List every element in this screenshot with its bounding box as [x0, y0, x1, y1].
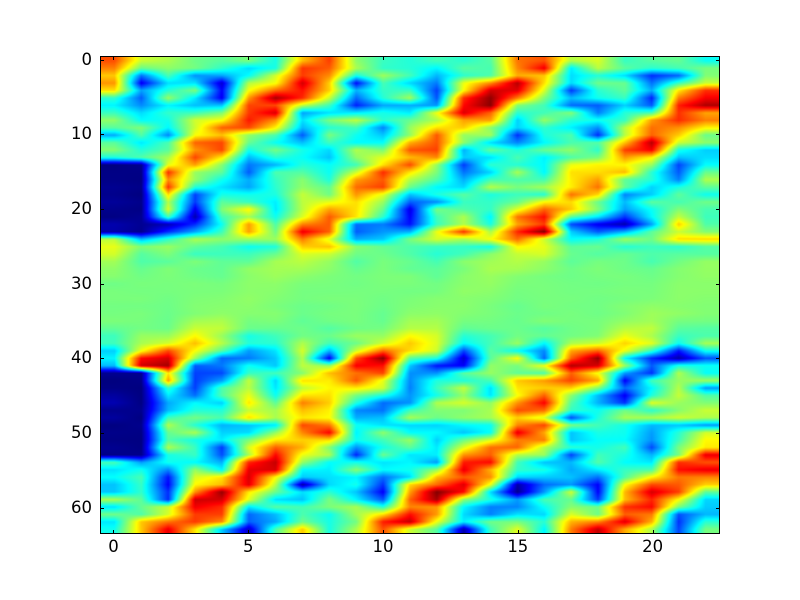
y-tick-mark — [716, 134, 720, 136]
x-tick-mark — [113, 530, 115, 534]
y-tick-mark — [100, 507, 104, 509]
y-tick-mark — [100, 283, 104, 285]
x-tick-label: 10 — [372, 537, 394, 556]
y-tick-mark — [716, 59, 720, 61]
y-tick-mark — [100, 209, 104, 211]
x-tick-label: 5 — [243, 537, 254, 556]
y-tick-mark — [100, 358, 104, 360]
x-tick-mark — [517, 56, 519, 60]
y-tick-label: 30 — [71, 273, 92, 293]
x-tick-mark — [652, 530, 654, 534]
x-tick-label: 0 — [108, 537, 119, 556]
y-tick-mark — [100, 59, 104, 61]
y-tick-label: 10 — [71, 124, 92, 144]
x-tick-mark — [652, 56, 654, 60]
y-tick-mark — [716, 358, 720, 360]
x-tick-label: 20 — [642, 537, 664, 556]
y-tick-mark — [716, 507, 720, 509]
y-tick-mark — [716, 209, 720, 211]
y-tick-mark — [100, 433, 104, 435]
y-tick-mark — [716, 283, 720, 285]
x-tick-mark — [383, 56, 385, 60]
y-tick-mark — [100, 134, 104, 136]
y-tick-label: 40 — [71, 348, 92, 368]
heatmap-image[interactable] — [101, 57, 719, 533]
x-tick-mark — [248, 56, 250, 60]
x-tick-mark — [248, 530, 250, 534]
x-tick-mark — [383, 530, 385, 534]
x-tick-mark — [517, 530, 519, 534]
x-tick-mark — [113, 56, 115, 60]
y-tick-mark — [716, 433, 720, 435]
y-tick-label: 0 — [81, 49, 93, 69]
y-tick-label: 60 — [71, 497, 92, 517]
y-tick-label: 20 — [71, 198, 92, 218]
y-tick-label: 50 — [71, 422, 92, 442]
x-tick-label: 15 — [507, 537, 529, 556]
axes-area[interactable] — [100, 56, 720, 534]
